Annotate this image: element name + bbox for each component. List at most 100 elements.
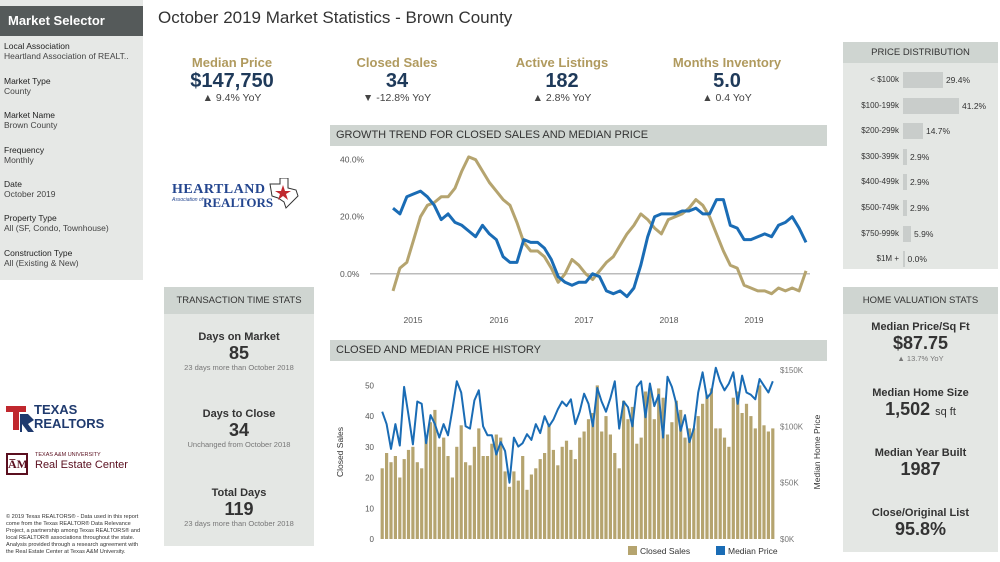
closed-sales-bar xyxy=(450,477,454,539)
hv-median-home-size: Median Home Size 1,502 sq ft xyxy=(872,387,969,419)
filter-frequency[interactable]: Frequency Monthly xyxy=(4,145,140,165)
closed-sales-bar xyxy=(380,468,384,539)
filter-property-type[interactable]: Property Type All (SF, Condo, Townhouse) xyxy=(4,213,140,233)
price-band-bar xyxy=(903,225,912,242)
price-band-row: $400-499k 2.9% xyxy=(843,172,998,192)
closed-sales-bar xyxy=(604,416,608,539)
heartland-realtors-logo: HEARTLAND Association of REALTORS xyxy=(168,178,303,214)
filter-local-association[interactable]: Local Association Heartland Association … xyxy=(4,41,140,61)
price-distribution-panel: PRICE DISTRIBUTION < $100k 29.4% $100-199k… xyxy=(843,42,998,269)
closed-sales-bar xyxy=(507,486,512,539)
transaction-time-stats-panel: TRANSACTION TIME STATS Days on Market 85… xyxy=(164,287,314,546)
trend-line-median-price xyxy=(392,189,808,299)
price-band-pct: 2.9% xyxy=(909,177,930,188)
filter-label: Market Name xyxy=(4,110,56,120)
filter-value: All (SF, Condo, Townhouse) xyxy=(4,223,109,233)
price-band-pct: 2.9% xyxy=(909,151,930,162)
y-tick-label: 10 xyxy=(365,504,374,513)
closed-sales-bar xyxy=(490,443,494,539)
panel-header: HOME VALUATION STATS xyxy=(843,287,998,314)
closed-sales-bar xyxy=(564,440,569,539)
legend-label-closed-sales: Closed Sales xyxy=(640,546,690,556)
kpi-months-inventory: Months Inventory 5.0 ▲ 0.4 YoY xyxy=(672,55,782,104)
price-band-bar xyxy=(903,72,943,88)
closed-sales-bar xyxy=(639,437,643,539)
filter-label: Property Type xyxy=(4,213,57,223)
closed-sales-bar xyxy=(630,406,634,539)
closed-sales-bar xyxy=(595,385,599,539)
price-band-pct: 14.7% xyxy=(925,126,951,137)
closed-sales-bar xyxy=(547,425,551,539)
filter-market-type[interactable]: Market Type County xyxy=(4,76,140,96)
closed-sales-bar xyxy=(543,453,547,539)
filter-value: County xyxy=(4,86,31,96)
legend-label-median-price: Median Price xyxy=(728,546,778,556)
closed-sales-bar xyxy=(512,471,516,539)
closed-sales-bar xyxy=(516,480,520,539)
filter-construction-type[interactable]: Construction Type All (Existing & New) xyxy=(4,248,140,268)
closed-sales-bar xyxy=(709,388,713,539)
closed-sales-bar xyxy=(722,437,727,539)
y-tick-label: 0 xyxy=(370,535,375,544)
closed-sales-bar xyxy=(692,428,696,539)
filter-value: October 2019 xyxy=(4,189,56,199)
filter-label: Market Type xyxy=(4,76,51,86)
price-band-row: $500-749k 2.9% xyxy=(843,198,998,218)
x-tick-label: 2019 xyxy=(745,315,764,325)
closed-sales-bar xyxy=(648,388,652,539)
closed-sales-bar xyxy=(657,388,661,539)
kpi-active-listings: Active Listings 182 ▲ 2.8% YoY xyxy=(515,55,609,104)
closed-sales-bar xyxy=(578,437,582,539)
y2-tick-label: $150K xyxy=(780,366,804,375)
kpi-median-price: Median Price $147,750 ▲ 9.4% YoY xyxy=(190,55,274,104)
price-band-bar xyxy=(903,200,907,216)
market-selector-panel xyxy=(0,0,143,280)
closed-sales-bar xyxy=(665,434,670,539)
texas-am-real-estate-center-logo: A̅M TEXAS A&M UNIVERSITY Real Estate Cen… xyxy=(6,451,141,479)
panel-header: TRANSACTION TIME STATS xyxy=(164,287,314,314)
filter-value: All (Existing & New) xyxy=(4,258,79,268)
y2-tick-label: $0K xyxy=(780,535,795,544)
closed-sales-bar xyxy=(617,468,621,539)
closed-sales-bar xyxy=(459,425,463,539)
price-band-label: $1M + xyxy=(876,254,899,264)
closed-sales-bar xyxy=(529,474,533,539)
closed-sales-bar xyxy=(674,400,678,539)
closed-sales-bar xyxy=(744,403,749,539)
price-band-label: $300-399k xyxy=(861,151,899,161)
closed-sales-bar xyxy=(701,403,705,539)
closed-sales-bar xyxy=(428,422,433,539)
x-tick-label: 2018 xyxy=(660,315,679,325)
filter-market-name[interactable]: Market Name Brown County xyxy=(4,110,140,130)
closed-sales-bar xyxy=(406,449,411,539)
tamu-mark-icon: A̅M xyxy=(6,453,28,475)
closed-sales-bar xyxy=(494,434,498,539)
closed-sales-bar xyxy=(481,456,485,539)
filter-date[interactable]: Date October 2019 xyxy=(4,179,140,199)
price-band-bar xyxy=(903,123,923,140)
closed-sales-bar xyxy=(472,446,476,539)
price-band-bar xyxy=(903,251,905,268)
y-tick-label: 20.0% xyxy=(340,212,365,222)
closed-sales-bar xyxy=(727,446,731,539)
closed-sales-bar xyxy=(613,453,617,539)
history-chart-title: CLOSED AND MEDIAN PRICE HISTORY xyxy=(330,340,827,361)
closed-sales-bar xyxy=(437,446,441,539)
closed-sales-bar xyxy=(477,428,481,539)
closed-sales-bar xyxy=(670,422,674,539)
filter-value: Brown County xyxy=(4,120,58,130)
closed-sales-bar xyxy=(740,413,744,539)
texas-realtors-logo: TEXAS REALTORS xyxy=(6,402,116,434)
closed-sales-bar xyxy=(758,385,762,539)
hv-price-per-sqft: Median Price/Sq Ft $87.75 ▲ 13.7% YoY xyxy=(871,321,970,363)
y2-tick-label: $50K xyxy=(780,479,799,488)
closed-sales-bar xyxy=(538,459,542,539)
y2-tick-label: $100K xyxy=(780,422,804,431)
median-price-line xyxy=(381,366,774,484)
closed-sales-bar xyxy=(635,443,639,539)
y-tick-label: 0.0% xyxy=(340,269,360,279)
closed-sales-bar xyxy=(771,428,775,539)
price-band-row: $750-999k 5.9% xyxy=(843,224,998,244)
closed-sales-bar xyxy=(446,456,450,539)
closed-sales-bar xyxy=(534,468,538,539)
